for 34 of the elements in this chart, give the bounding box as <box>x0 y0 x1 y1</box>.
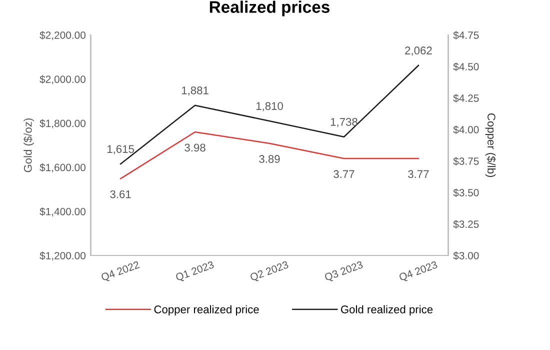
y-tick-label: $1,200.00 <box>40 252 86 261</box>
y-tick-label: $1,400.00 <box>40 207 86 217</box>
y-tick-label: $2,000.00 <box>40 75 86 84</box>
y-tick-label: $1,800.00 <box>40 119 86 128</box>
data-label: 1,881 <box>182 86 208 96</box>
data-label: 3.89 <box>259 155 280 163</box>
y2-tick-label: $4.00 <box>453 126 479 134</box>
y2-tick-label: $4.75 <box>453 31 479 40</box>
data-label: 3.77 <box>408 170 429 178</box>
y2-tick-label: $3.75 <box>453 157 479 166</box>
y2-tick-label: $3.00 <box>453 252 479 260</box>
data-label: 3.77 <box>334 170 354 178</box>
data-label: 3.98 <box>184 144 206 152</box>
y-axis-title: Gold ($/oz) <box>23 118 34 172</box>
x-tick-label: Q3 2023 <box>324 260 364 283</box>
y2-tick-label: $4.25 <box>453 94 479 102</box>
chart-title: Realized prices <box>210 0 330 16</box>
data-label: 3.61 <box>110 190 131 198</box>
x-tick-label: Q2 2023 <box>250 260 290 283</box>
data-label: 2,062 <box>405 46 432 56</box>
y2-tick-label: $3.25 <box>453 220 479 228</box>
y-tick-label: $2,200.00 <box>40 31 86 40</box>
x-tick-label: Q4 2022 <box>100 260 140 283</box>
y2-tick-label: $4.50 <box>453 62 479 71</box>
data-label: 1,615 <box>107 145 134 154</box>
legend-label: Copper realized price <box>154 305 259 316</box>
x-tick-label: Q4 2023 <box>398 260 438 283</box>
y-tick-label: $1,600.00 <box>40 163 86 172</box>
data-label: 1,738 <box>330 118 358 128</box>
legend-label: Gold realized price <box>340 305 433 316</box>
data-label: 1,810 <box>256 102 283 112</box>
y2-tick-label: $3.50 <box>453 188 479 197</box>
y2-axis-title: Copper ($/lb) <box>485 113 496 177</box>
x-tick-label: Q1 2023 <box>175 260 215 283</box>
